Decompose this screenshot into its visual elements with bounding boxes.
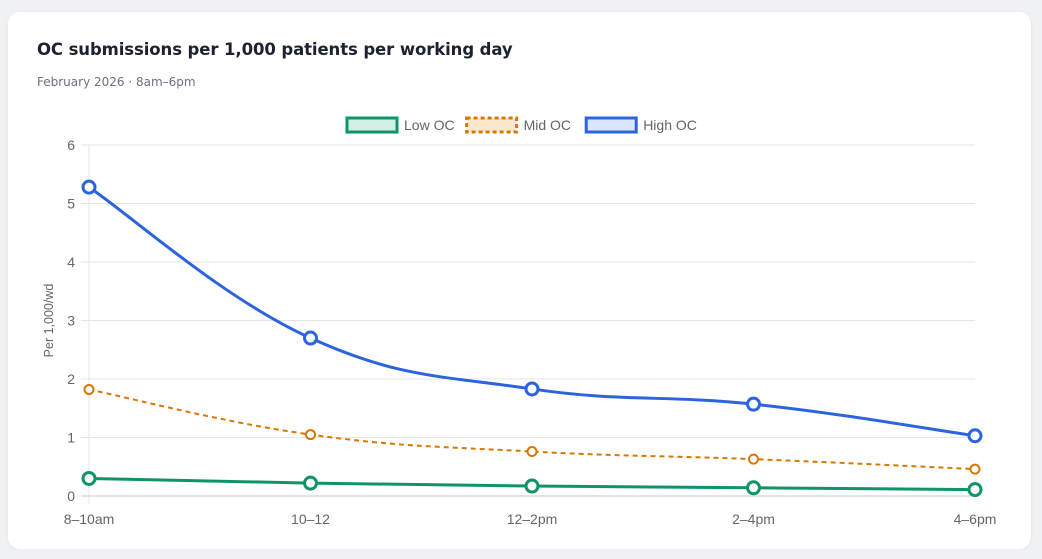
legend-item-high-oc[interactable]: High OC (584, 116, 697, 134)
data-point-low-oc[interactable] (303, 475, 318, 491)
legend-label: Low OC (404, 117, 455, 133)
legend-swatch (345, 116, 399, 134)
legend-swatch (584, 116, 638, 134)
data-point-mid-oc[interactable] (969, 463, 981, 475)
data-point-mid-oc[interactable] (83, 384, 95, 396)
card-title: OC submissions per 1,000 patients per wo… (37, 40, 513, 59)
card-subtitle: February 2026 · 8am–6pm (37, 75, 196, 89)
y-tick-label: 4 (67, 254, 75, 270)
x-tick-label: 12–2pm (507, 511, 558, 527)
y-tick-label: 5 (67, 196, 75, 212)
x-tick-label: 4–6pm (954, 511, 997, 527)
data-point-high-oc[interactable] (746, 396, 761, 412)
legend-swatch (465, 116, 519, 134)
y-tick-label: 2 (67, 371, 75, 387)
data-point-high-oc[interactable] (303, 330, 318, 346)
legend-item-mid-oc[interactable]: Mid OC (465, 116, 571, 134)
data-point-mid-oc[interactable] (526, 446, 538, 458)
data-point-low-oc[interactable] (746, 480, 761, 496)
series-lines (88, 185, 976, 492)
legend-item-low-oc[interactable]: Low OC (345, 116, 455, 134)
y-axis-title: Per 1,000/wd (42, 284, 56, 358)
y-tick-label: 3 (67, 313, 75, 329)
chart-card: OC submissions per 1,000 patients per wo… (8, 12, 1031, 549)
data-point-high-oc[interactable] (524, 381, 540, 397)
data-point-mid-oc[interactable] (748, 453, 759, 465)
legend[interactable]: Low OC Mid OC High OC (345, 116, 697, 134)
data-point-high-oc[interactable] (81, 179, 97, 195)
next-card-edge (0, 549, 1042, 559)
y-tick-label: 1 (67, 430, 75, 446)
axes: 0 1 2 3 4 5 6 8–10am 10–12 12–2pm 2–4pm 4–6pm Per 1,… (42, 137, 996, 527)
series-line-mid-oc (88, 388, 976, 471)
data-point-high-oc[interactable] (967, 428, 983, 444)
data-point-mid-oc[interactable] (305, 429, 316, 441)
data-point-low-oc[interactable] (524, 478, 540, 494)
y-tick-label: 0 (67, 488, 75, 504)
data-point-low-oc[interactable] (81, 470, 97, 486)
x-tick-label: 8–10am (64, 511, 115, 527)
legend-label: High OC (643, 117, 697, 133)
x-tick-label: 2–4pm (732, 511, 775, 527)
data-point-low-oc[interactable] (967, 482, 983, 498)
data-points[interactable] (81, 179, 983, 498)
gridlines (81, 144, 975, 504)
x-tick-label: 10–12 (291, 511, 330, 527)
y-tick-label: 6 (67, 137, 75, 153)
legend-label: Mid OC (524, 117, 571, 133)
series-line-high-oc (88, 185, 976, 438)
